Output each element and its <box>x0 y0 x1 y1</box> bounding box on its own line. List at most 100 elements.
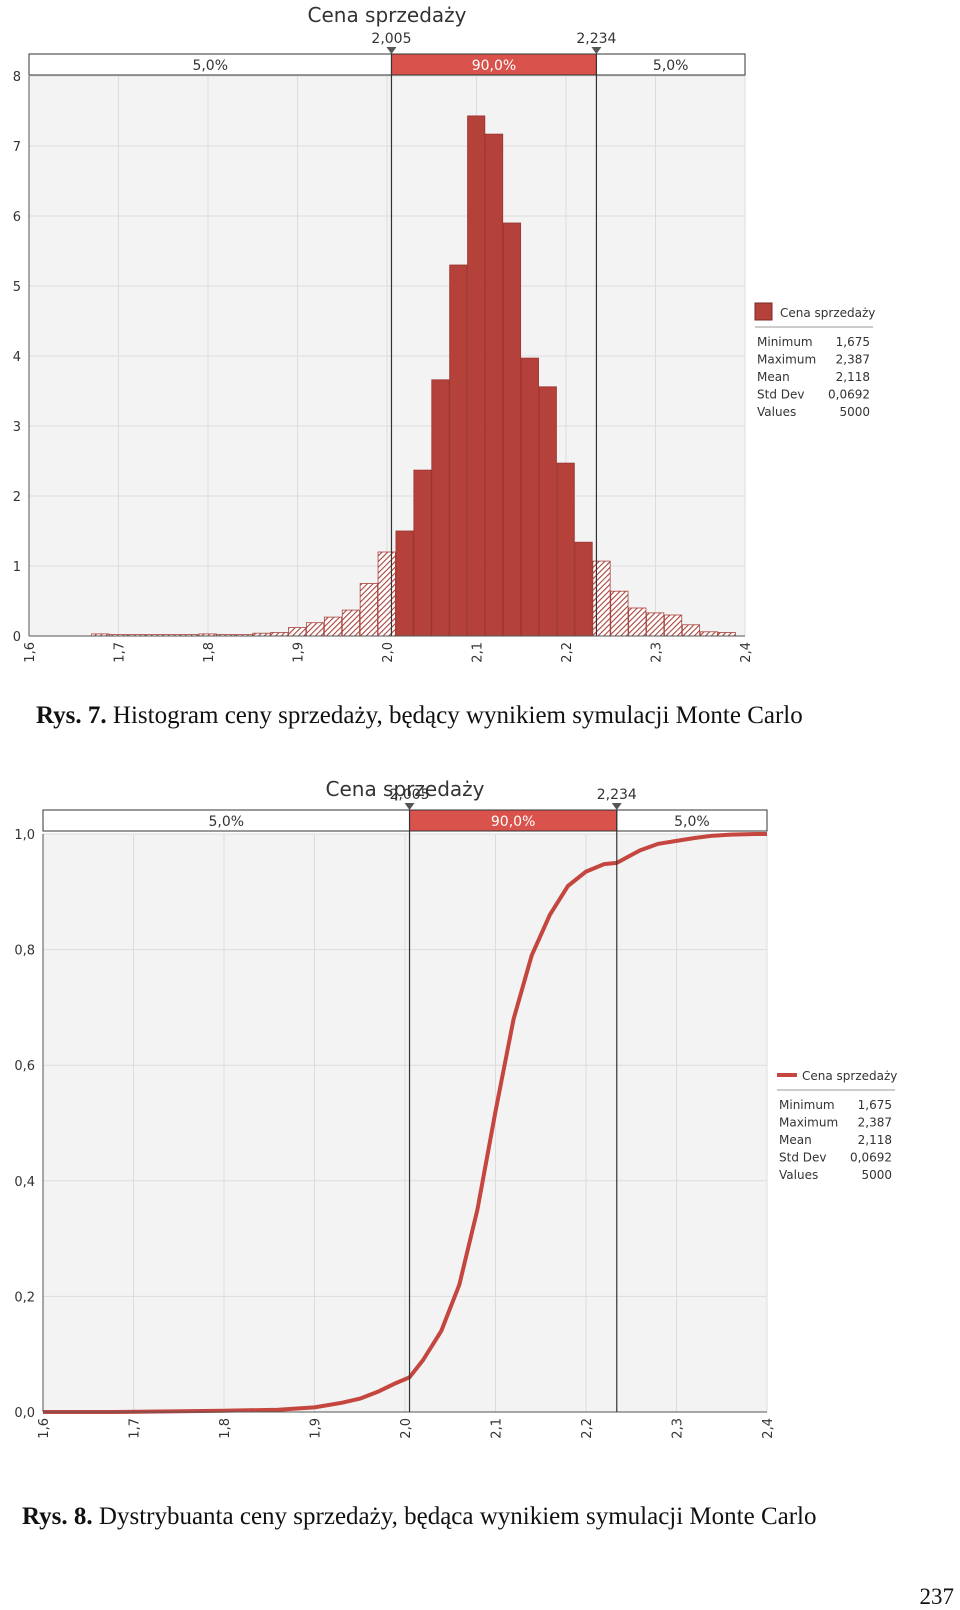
legend-stat-label: Values <box>757 405 796 419</box>
y-tick-label: 0,4 <box>14 1175 35 1190</box>
y-tick-label: 0 <box>13 630 21 645</box>
histogram-bar <box>359 583 378 637</box>
lower-bound-label: 2,005 <box>389 787 429 803</box>
legend-stat-label: Maximum <box>779 1116 838 1130</box>
cdf-caption: Rys. 8. Dystrybuanta ceny sprzedaży, będ… <box>22 1503 817 1531</box>
legend-stat-label: Minimum <box>779 1098 835 1112</box>
upper-bound-marker <box>611 803 622 810</box>
percentile-band <box>28 53 746 76</box>
x-tick-label: 1,9 <box>292 642 307 663</box>
chart-title: Cena sprzedaży <box>308 3 467 27</box>
x-tick-label: 2,3 <box>671 1418 686 1439</box>
histogram-bar <box>538 386 557 637</box>
histogram-bar <box>699 631 718 637</box>
y-tick-label: 0,2 <box>14 1290 35 1305</box>
histogram-bar <box>610 590 629 637</box>
histogram-chart: Cena sprzedaży 0 1 2 3 4 5 6 7 8 1,6 1,7 1,8 1,9 2,0 2,… <box>13 3 876 663</box>
legend-stat-value: 2,118 <box>858 1133 892 1147</box>
histogram-bar <box>628 607 647 637</box>
y-tick-label: 0,8 <box>14 944 35 959</box>
y-tick-label: 7 <box>13 140 21 155</box>
band-label-middle: 90,0% <box>472 58 516 74</box>
histogram-bar <box>341 609 360 637</box>
histogram-bar <box>449 264 468 637</box>
y-tick-label: 8 <box>13 70 21 85</box>
x-tick-label: 1,8 <box>202 642 217 663</box>
upper-bound-label: 2,234 <box>597 787 637 803</box>
y-tick-label: 0,6 <box>14 1059 35 1074</box>
legend-stat-label: Std Dev <box>779 1151 826 1165</box>
legend-series-name: Cena sprzedaży <box>802 1069 897 1083</box>
histogram-bar <box>592 560 611 637</box>
legend-stat-label: Std Dev <box>757 388 804 402</box>
histogram-bar <box>717 632 736 637</box>
histogram-bar <box>467 115 486 637</box>
histogram-bar <box>288 627 307 637</box>
x-tick-label: 1,8 <box>218 1418 233 1439</box>
histogram-bar <box>431 379 450 637</box>
histogram-caption: Rys. 7. Histogram ceny sprzedaży, będący… <box>36 702 803 730</box>
page-number: 237 <box>919 1584 955 1609</box>
y-tick-label: 4 <box>13 350 21 365</box>
legend-stat-value: 2,387 <box>836 353 870 367</box>
histogram-bar <box>413 469 432 637</box>
histogram-caption-prefix: Rys. 7. <box>36 702 107 729</box>
y-tick-label: 1,0 <box>14 828 35 843</box>
cdf-caption-prefix: Rys. 8. <box>22 1503 93 1530</box>
legend-stat-value: 1,675 <box>858 1098 892 1112</box>
upper-bound-marker <box>591 47 602 54</box>
legend-stat-label: Values <box>779 1168 818 1182</box>
cdf-line <box>43 832 767 1414</box>
legend-stat-label: Minimum <box>757 335 813 349</box>
y-tick-label: 1 <box>13 560 21 575</box>
legend-stat-value: 2,118 <box>836 370 870 384</box>
chart-title: Cena sprzedaży <box>326 777 485 801</box>
histogram-bar <box>270 632 289 637</box>
legend-swatch <box>754 302 773 321</box>
histogram-bar <box>502 222 522 637</box>
histogram-bar <box>556 462 575 637</box>
x-tick-label: 1,9 <box>309 1418 324 1439</box>
histogram-bar <box>323 616 343 637</box>
histogram-caption-text: Histogram ceny sprzedaży, będący wynikie… <box>112 702 803 729</box>
legend-series-name: Cena sprzedaży <box>780 306 875 320</box>
x-tick-label: 1,7 <box>128 1418 143 1439</box>
y-tick-label: 2 <box>13 490 21 505</box>
histogram-bar <box>520 357 539 637</box>
legend-stat-value: 5000 <box>839 405 870 419</box>
legend-stat-label: Maximum <box>757 353 816 367</box>
legend-stat-value: 5000 <box>861 1168 892 1182</box>
percentile-band <box>42 809 768 832</box>
x-tick-label: 2,3 <box>650 642 665 663</box>
cdf-chart: Cena sprzedaży 0,0 0,2 0,4 0,6 0,8 1,0 1,6 1,7 1,… <box>14 777 897 1439</box>
legend-stat-value: 1,675 <box>836 335 870 349</box>
band-label-left: 5,0% <box>208 814 244 830</box>
histogram-bar <box>574 541 593 637</box>
x-tick-label: 2,0 <box>381 642 396 663</box>
band-label-middle: 90,0% <box>491 814 535 830</box>
cdf-caption-text: Dystrybuanta ceny sprzedaży, będąca wyni… <box>98 1503 817 1530</box>
x-tick-label: 1,6 <box>23 642 38 663</box>
lower-bound-marker <box>404 803 415 810</box>
legend-stat-label: Mean <box>779 1133 812 1147</box>
histogram-bar <box>306 622 325 637</box>
histogram-bar <box>395 530 414 637</box>
band-label-right: 5,0% <box>653 58 689 74</box>
band-label-left: 5,0% <box>192 58 228 74</box>
y-tick-label: 3 <box>13 420 21 435</box>
legend-stat-value: 2,387 <box>858 1116 892 1130</box>
legend-stat-value: 0,0692 <box>828 388 870 402</box>
histogram-bar <box>681 624 701 637</box>
x-tick-label: 2,4 <box>739 642 754 663</box>
histogram-bar <box>377 551 396 637</box>
y-tick-label: 6 <box>13 210 21 225</box>
upper-bound-label: 2,234 <box>576 31 616 47</box>
x-tick-label: 2,2 <box>560 642 575 663</box>
x-tick-label: 2,2 <box>580 1418 595 1439</box>
x-tick-label: 2,0 <box>399 1418 414 1439</box>
x-tick-label: 1,7 <box>113 642 128 663</box>
histogram-bar <box>485 133 504 637</box>
legend-stat-label: Mean <box>757 370 790 384</box>
legend-stat-value: 0,0692 <box>850 1151 892 1165</box>
band-label-right: 5,0% <box>674 814 710 830</box>
